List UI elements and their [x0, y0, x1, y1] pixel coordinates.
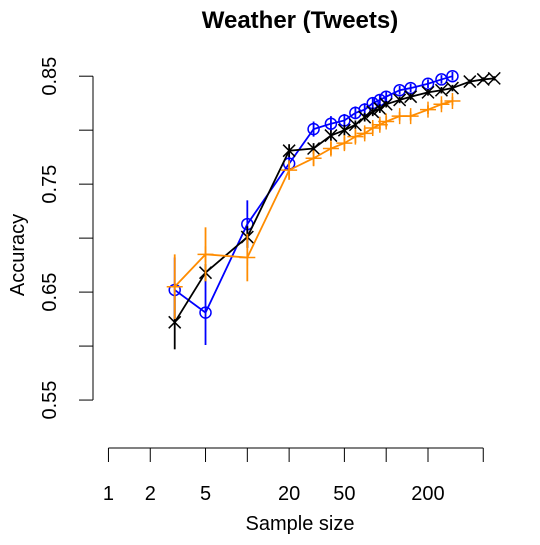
point	[373, 102, 387, 116]
x-tick-label: 200	[411, 483, 444, 505]
point	[347, 128, 364, 145]
point	[419, 101, 436, 118]
line	[173, 77, 495, 323]
point	[435, 73, 448, 86]
point	[307, 122, 320, 136]
x-axis-label: Sample size	[246, 513, 355, 535]
point	[364, 120, 381, 137]
point	[348, 118, 362, 132]
y-tick-label: 0.55	[39, 381, 61, 420]
point	[421, 85, 435, 99]
y-tick-label: 0.85	[39, 57, 61, 96]
point	[402, 108, 419, 125]
point	[281, 162, 298, 179]
chart-title: Weather (Tweets)	[202, 7, 399, 34]
point	[445, 81, 459, 95]
point	[324, 129, 338, 143]
point	[463, 75, 477, 89]
point	[487, 71, 501, 85]
point	[371, 116, 388, 133]
y-axis-label: Accuracy	[7, 214, 29, 296]
point	[322, 140, 339, 157]
point	[356, 125, 373, 142]
point	[378, 113, 395, 130]
x-tick-label: 5	[200, 483, 211, 505]
point	[476, 72, 490, 86]
x-tick-label: 1	[103, 483, 114, 505]
point	[305, 150, 322, 167]
x-tick-label: 50	[333, 483, 355, 505]
point	[307, 141, 321, 156]
point	[199, 306, 212, 319]
y-tick-label: 0.65	[39, 273, 61, 312]
point	[168, 315, 182, 329]
point	[379, 97, 393, 111]
point	[282, 144, 296, 158]
point	[404, 90, 418, 104]
y-tick-label: 0.75	[39, 165, 61, 204]
point	[366, 105, 380, 119]
point	[336, 135, 353, 152]
point	[166, 278, 183, 295]
point	[239, 249, 256, 266]
point	[434, 83, 448, 97]
x-tick-label: 20	[278, 483, 300, 505]
point	[444, 93, 461, 110]
point	[358, 110, 372, 124]
point	[433, 96, 450, 113]
point	[197, 246, 214, 263]
point	[393, 93, 407, 107]
point	[446, 69, 459, 83]
x-tick-label: 2	[145, 483, 156, 505]
point	[337, 123, 351, 137]
point	[324, 117, 338, 130]
